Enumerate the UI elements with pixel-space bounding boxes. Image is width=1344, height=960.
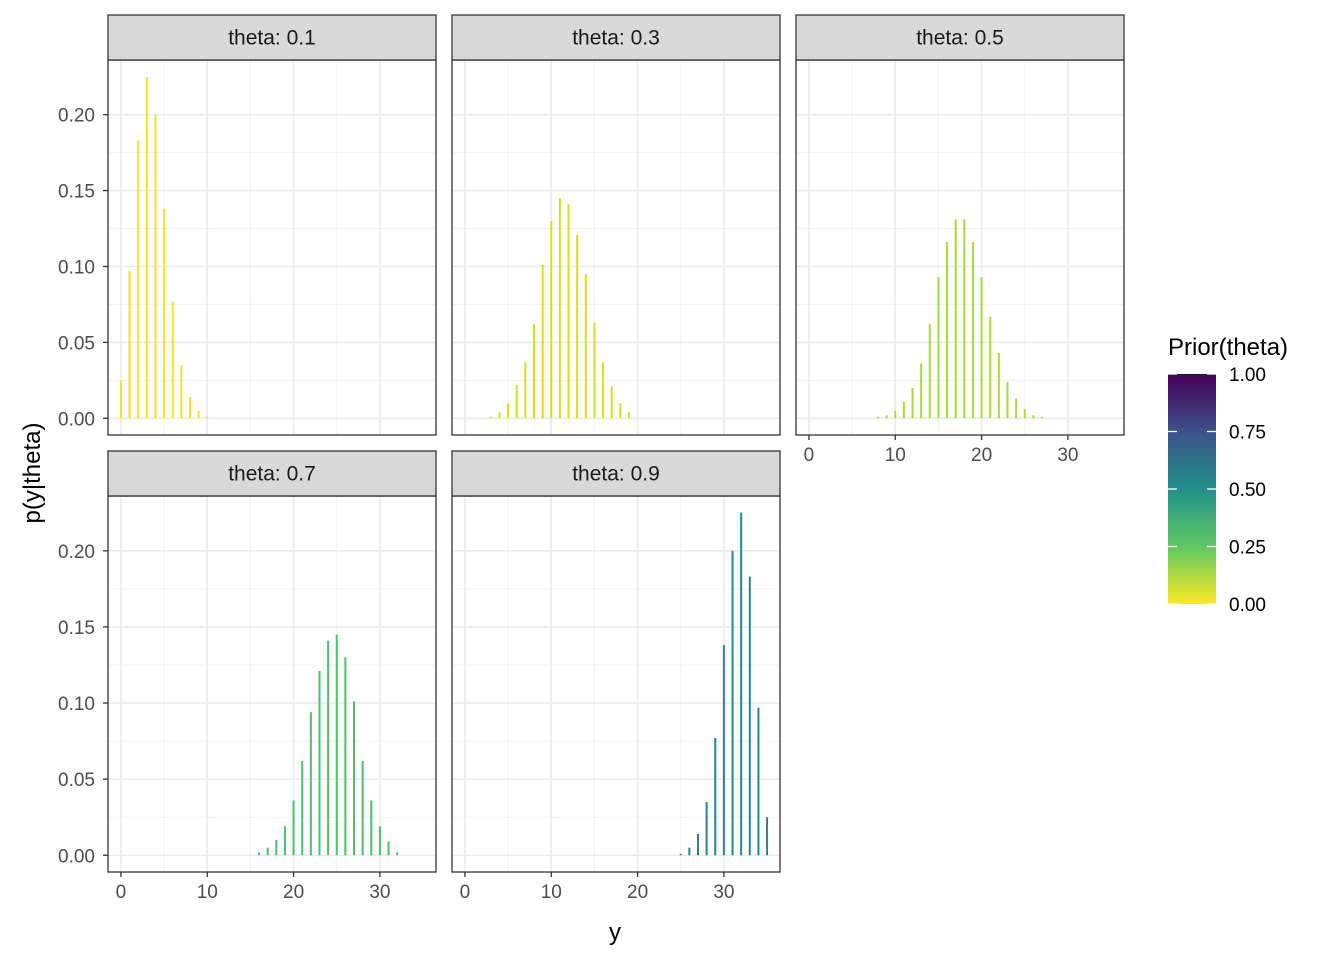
x-tick-label: 20	[627, 882, 648, 903]
panel-background	[452, 60, 780, 435]
x-tick-label: 30	[1057, 445, 1078, 466]
facet-panel-4: theta: 0.9	[451, 450, 781, 873]
legend-label: 0.00	[1229, 595, 1266, 616]
x-axes: 0 10 20 30 0 10 20 30 0 10 20 30	[116, 435, 1078, 903]
strip-label: theta: 0.7	[228, 463, 316, 486]
color-legend: Prior(theta) 1.00 0.75 0.50 0.25 0.00	[1168, 334, 1288, 616]
y-tick-label: 0.10	[58, 694, 95, 715]
y-axis-title: p(y|theta)	[19, 423, 46, 524]
facet-panel-2: theta: 0.5	[795, 14, 1125, 436]
strip-background	[451, 450, 781, 497]
y-axis-top-row: 0.00 0.05 0.10 0.15 0.20	[58, 106, 108, 430]
x-tick-label: 0	[460, 882, 471, 903]
x-tick-label: 10	[197, 882, 218, 903]
y-tick-label: 0.00	[58, 409, 95, 430]
panel-background	[452, 496, 780, 872]
strip-background	[795, 14, 1125, 61]
legend-label: 0.50	[1229, 480, 1266, 501]
panel-background	[108, 496, 436, 872]
x-tick-label: 20	[283, 882, 304, 903]
legend-title: Prior(theta)	[1168, 334, 1288, 361]
y-tick-label: 0.00	[58, 846, 95, 867]
strip-label: theta: 0.9	[572, 463, 660, 486]
y-tick-label: 0.15	[58, 618, 95, 639]
x-tick-label: 30	[713, 882, 734, 903]
y-tick-label: 0.10	[58, 257, 95, 278]
y-tick-label: 0.20	[58, 542, 95, 563]
y-tick-label: 0.20	[58, 106, 95, 127]
facet-panel-1: theta: 0.3	[451, 14, 781, 436]
legend-label: 0.25	[1229, 538, 1266, 559]
strip-label: theta: 0.3	[572, 27, 660, 50]
x-tick-label: 30	[369, 882, 390, 903]
facet-panel-3: theta: 0.7	[107, 450, 437, 873]
facet-panel-0: theta: 0.1	[107, 14, 437, 436]
strip-background	[451, 14, 781, 61]
strip-label: theta: 0.1	[228, 27, 316, 50]
x-axis-title: y	[609, 919, 621, 946]
y-tick-label: 0.05	[58, 333, 95, 354]
x-tick-label: 10	[885, 445, 906, 466]
x-tick-label: 0	[116, 882, 127, 903]
legend-label: 0.75	[1229, 423, 1266, 444]
facet-panels: theta: 0.1 theta: 0.3 theta: 0.5 theta: 0.7…	[107, 14, 1125, 873]
strip-label: theta: 0.5	[916, 27, 1004, 50]
y-axis-bottom-row: 0.00 0.05 0.10 0.15 0.20	[58, 542, 108, 867]
y-tick-label: 0.15	[58, 182, 95, 203]
strip-background	[107, 450, 437, 497]
x-tick-label: 20	[971, 445, 992, 466]
strip-background	[107, 14, 437, 61]
y-tick-label: 0.05	[58, 770, 95, 791]
x-tick-label: 10	[541, 882, 562, 903]
panel-background	[796, 60, 1124, 435]
panel-background	[108, 60, 436, 435]
legend-label: 1.00	[1229, 365, 1266, 386]
x-tick-label: 0	[804, 445, 815, 466]
